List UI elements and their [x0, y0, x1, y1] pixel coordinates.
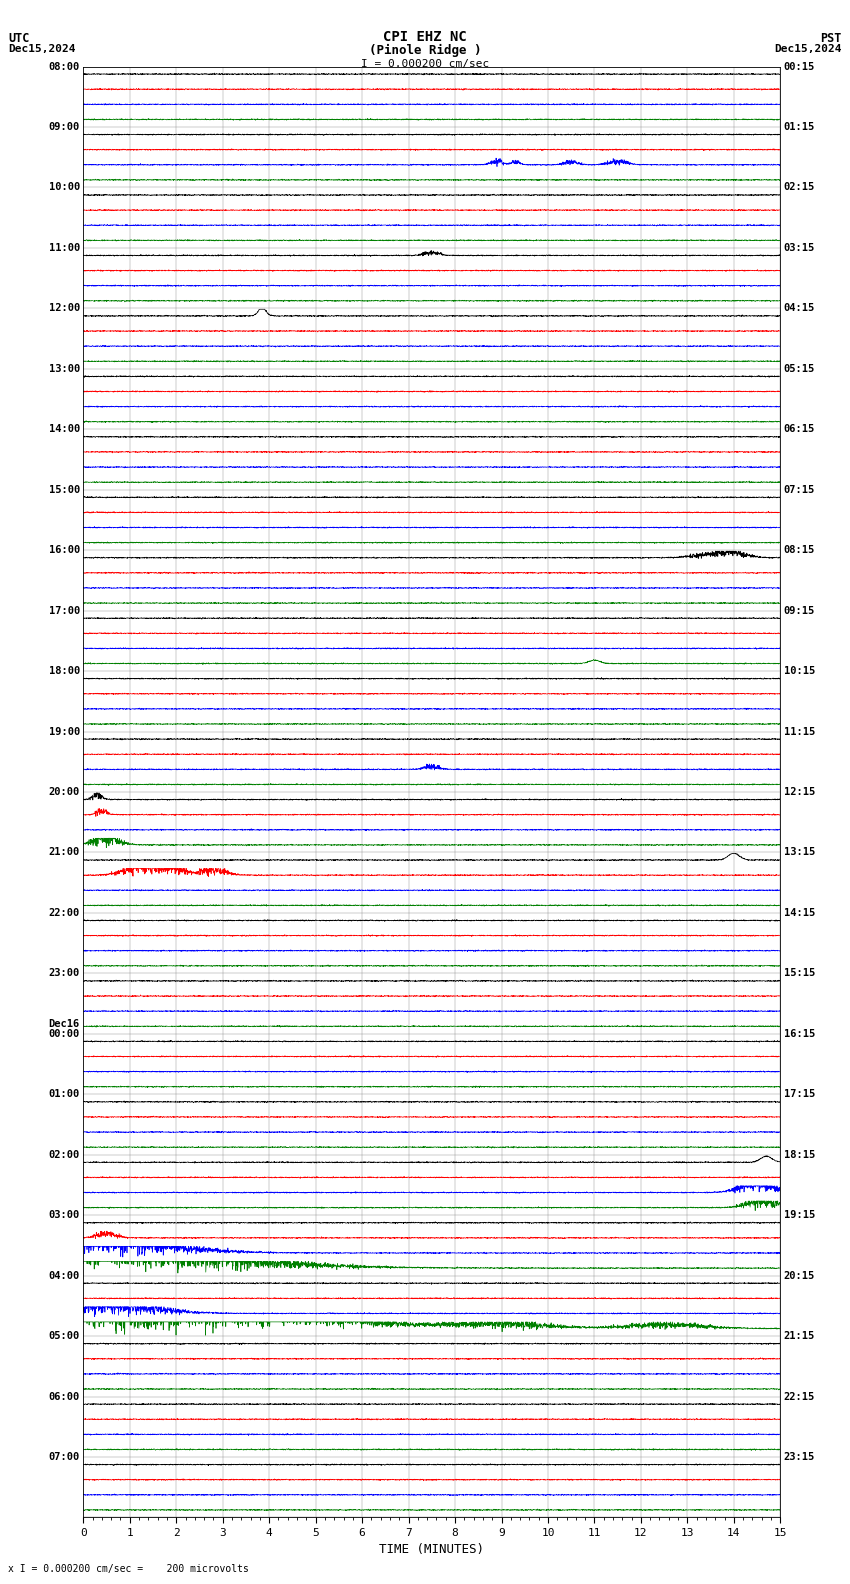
Text: 05:00: 05:00	[48, 1331, 80, 1342]
Text: 15:15: 15:15	[784, 968, 815, 979]
Text: 11:15: 11:15	[784, 727, 815, 737]
Text: 11:00: 11:00	[48, 242, 80, 253]
Text: 19:00: 19:00	[48, 727, 80, 737]
Text: (Pinole Ridge ): (Pinole Ridge )	[369, 44, 481, 57]
Text: 10:15: 10:15	[784, 667, 815, 676]
Text: 09:00: 09:00	[48, 122, 80, 131]
Text: 14:00: 14:00	[48, 425, 80, 434]
Text: 19:15: 19:15	[784, 1210, 815, 1220]
Text: 04:00: 04:00	[48, 1270, 80, 1280]
Text: Dec16: Dec16	[48, 1020, 80, 1030]
Text: 02:15: 02:15	[784, 182, 815, 192]
Text: 13:00: 13:00	[48, 364, 80, 374]
Text: 02:00: 02:00	[48, 1150, 80, 1159]
Text: 05:15: 05:15	[784, 364, 815, 374]
Text: 15:00: 15:00	[48, 485, 80, 494]
Text: 22:15: 22:15	[784, 1392, 815, 1402]
Text: 06:00: 06:00	[48, 1392, 80, 1402]
Text: I = 0.000200 cm/sec: I = 0.000200 cm/sec	[361, 59, 489, 68]
Text: 17:00: 17:00	[48, 605, 80, 616]
Text: 03:00: 03:00	[48, 1210, 80, 1220]
Text: 10:00: 10:00	[48, 182, 80, 192]
Text: 18:00: 18:00	[48, 667, 80, 676]
Text: 01:15: 01:15	[784, 122, 815, 131]
Text: Dec15,2024: Dec15,2024	[8, 44, 76, 54]
Text: Dec15,2024: Dec15,2024	[774, 44, 842, 54]
Text: 07:00: 07:00	[48, 1453, 80, 1462]
Text: 23:00: 23:00	[48, 968, 80, 979]
Text: 06:15: 06:15	[784, 425, 815, 434]
Text: 16:15: 16:15	[784, 1030, 815, 1039]
Text: 21:00: 21:00	[48, 847, 80, 857]
Text: 09:15: 09:15	[784, 605, 815, 616]
Text: 22:00: 22:00	[48, 908, 80, 917]
Text: PST: PST	[820, 32, 842, 44]
X-axis label: TIME (MINUTES): TIME (MINUTES)	[379, 1543, 484, 1557]
Text: 23:15: 23:15	[784, 1453, 815, 1462]
Text: 20:15: 20:15	[784, 1270, 815, 1280]
Text: 20:00: 20:00	[48, 787, 80, 797]
Text: 12:15: 12:15	[784, 787, 815, 797]
Text: 14:15: 14:15	[784, 908, 815, 917]
Text: 13:15: 13:15	[784, 847, 815, 857]
Text: CPI EHZ NC: CPI EHZ NC	[383, 30, 467, 44]
Text: 04:15: 04:15	[784, 304, 815, 314]
Text: 07:15: 07:15	[784, 485, 815, 494]
Text: x I = 0.000200 cm/sec =    200 microvolts: x I = 0.000200 cm/sec = 200 microvolts	[8, 1565, 249, 1574]
Text: 03:15: 03:15	[784, 242, 815, 253]
Text: 21:15: 21:15	[784, 1331, 815, 1342]
Text: 17:15: 17:15	[784, 1090, 815, 1099]
Text: 16:00: 16:00	[48, 545, 80, 554]
Text: UTC: UTC	[8, 32, 30, 44]
Text: 00:15: 00:15	[784, 62, 815, 71]
Text: 01:00: 01:00	[48, 1090, 80, 1099]
Text: 00:00: 00:00	[48, 1030, 80, 1039]
Text: 08:00: 08:00	[48, 62, 80, 71]
Text: 12:00: 12:00	[48, 304, 80, 314]
Text: 08:15: 08:15	[784, 545, 815, 554]
Text: 18:15: 18:15	[784, 1150, 815, 1159]
